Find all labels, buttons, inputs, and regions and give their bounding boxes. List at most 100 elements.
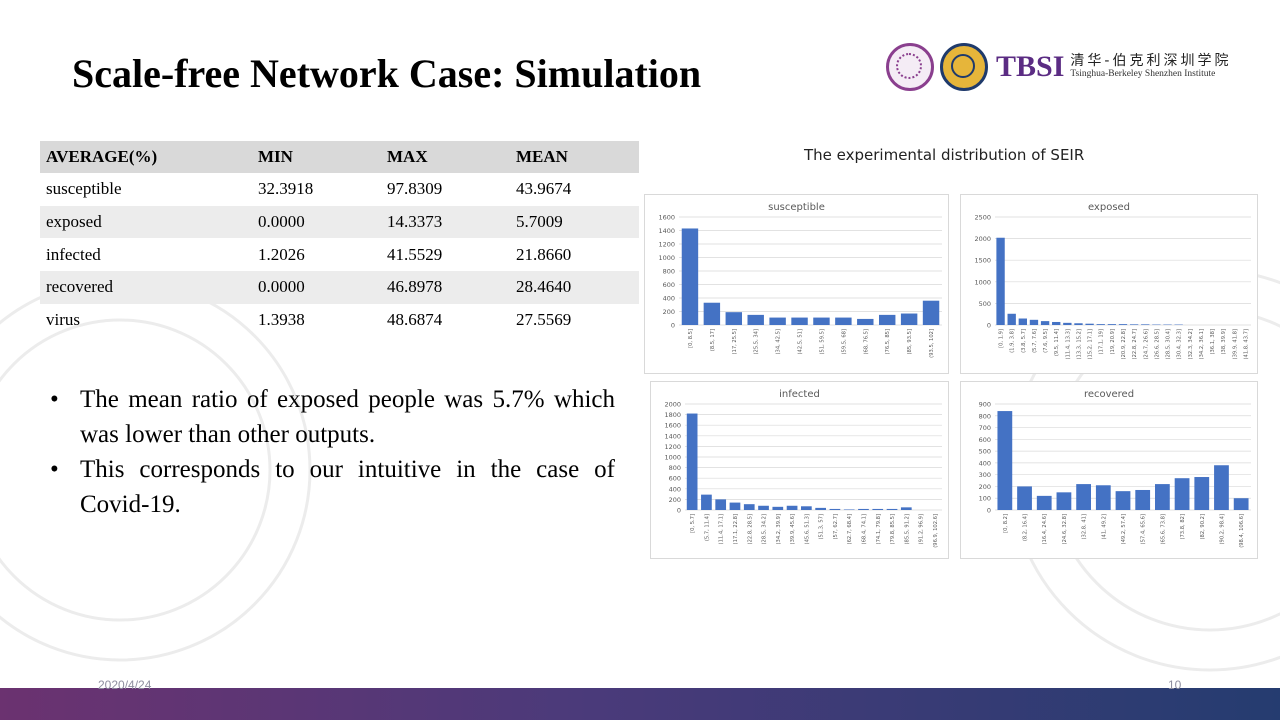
table-header-cell: MAX xyxy=(381,141,510,173)
y-tick-label: 2000 xyxy=(974,235,991,243)
x-tick-label: (19, 20.9] xyxy=(1110,329,1116,355)
table-cell: exposed xyxy=(40,205,252,239)
x-tick-label: (32.3, 34.2] xyxy=(1188,329,1194,359)
bar xyxy=(886,508,898,510)
bar xyxy=(772,506,784,510)
x-tick-label: (20.9, 22.8] xyxy=(1121,329,1127,359)
list-item: • This corresponds to our intuitive in t… xyxy=(50,452,615,522)
x-tick-label: (76.5, 85] xyxy=(885,329,891,355)
y-tick-label: 0 xyxy=(987,507,991,515)
table-cell: susceptible xyxy=(46,179,122,199)
bar xyxy=(791,317,808,325)
bar xyxy=(1007,313,1016,325)
table-cell: 27.5569 xyxy=(516,310,572,330)
bar xyxy=(1141,324,1150,325)
y-tick-label: 1000 xyxy=(664,454,681,462)
bar xyxy=(922,300,940,325)
x-tick-label: (1.9, 3.8] xyxy=(1010,329,1016,353)
x-tick-label: (85.5, 91.2] xyxy=(904,514,910,544)
bar xyxy=(758,505,769,510)
bar xyxy=(1214,465,1229,510)
bar xyxy=(813,317,830,325)
x-tick-label: [0, 1.9] xyxy=(999,329,1005,348)
x-tick-label: (11.4, 13.3] xyxy=(1065,329,1071,359)
bar xyxy=(1063,322,1072,325)
x-tick-label: (91.2, 96.9] xyxy=(919,514,925,544)
x-tick-label: (8.5, 17] xyxy=(710,329,716,351)
x-tick-label: (73.8, 82] xyxy=(1180,514,1186,540)
table-cell: recovered xyxy=(40,271,252,304)
bar xyxy=(1040,321,1050,325)
x-tick-label: (24.7, 26.6] xyxy=(1143,329,1149,359)
bar xyxy=(1036,495,1052,510)
table-row: infected 1.2026 41.5529 21.8660 xyxy=(40,238,639,271)
tsinghua-seal-icon xyxy=(886,43,934,91)
bar xyxy=(1233,498,1249,510)
table-cell: 46.8978 xyxy=(381,271,510,304)
x-tick-label: (42.5, 51] xyxy=(798,329,804,355)
x-tick-label: (93.5, 102] xyxy=(929,329,935,358)
bar xyxy=(1029,319,1039,325)
bar xyxy=(996,237,1005,325)
table-cell: 43.9674 xyxy=(516,179,572,199)
x-tick-label: (68, 76.5] xyxy=(863,329,869,355)
bar xyxy=(743,504,755,510)
y-tick-label: 800 xyxy=(669,464,681,472)
table-cell: 0.0000 xyxy=(252,271,381,304)
histogram-recovered: recovered 0 100 200 300 400 500 600 700 800 900 [0,… xyxy=(979,389,1251,548)
x-tick-label: (11.4, 17.1] xyxy=(719,514,725,544)
table-cell: virus xyxy=(46,310,80,330)
x-tick-label: (25.5, 34] xyxy=(754,329,760,355)
y-tick-label: 200 xyxy=(669,496,681,504)
chart-title: recovered xyxy=(1084,389,1134,400)
x-tick-label: (38, 39.9] xyxy=(1221,329,1227,355)
bullet-list: • The mean ratio of exposed people was 5… xyxy=(50,382,615,522)
page-number: 10 xyxy=(1168,678,1182,692)
x-tick-label: (24.6, 32.8] xyxy=(1062,514,1068,544)
bar xyxy=(878,314,896,325)
x-tick-label: (41.8, 43.7] xyxy=(1243,329,1249,359)
x-tick-label: (49.2, 57.4] xyxy=(1121,514,1127,544)
y-tick-label: 600 xyxy=(669,475,681,483)
x-tick-label: (57.4, 65.6] xyxy=(1141,514,1147,544)
x-tick-label: (30.4, 32.3] xyxy=(1177,329,1183,359)
x-tick-label: (90.2, 98.4] xyxy=(1219,514,1225,544)
y-tick-label: 300 xyxy=(979,471,991,479)
x-tick-label: (96.9, 102.6] xyxy=(933,514,939,548)
bullet-text: This corresponds to our intuitive in the… xyxy=(80,456,615,518)
tbsi-logo: TBSI 清华-伯克利深圳学院 Tsinghua-Berkeley Shenzh… xyxy=(886,43,1231,91)
bar xyxy=(701,494,712,510)
berkeley-seal-icon xyxy=(940,43,988,91)
y-tick-label: 900 xyxy=(979,401,991,409)
bar xyxy=(703,302,721,325)
x-tick-label: (62.7, 68.4] xyxy=(847,514,853,544)
x-tick-label: (28.5, 34.2] xyxy=(762,514,768,544)
x-tick-label: (82, 90.2] xyxy=(1200,514,1206,540)
x-tick-label: (7.6, 9.5] xyxy=(1043,329,1049,353)
bar xyxy=(857,318,874,325)
table-cell: 14.3373 xyxy=(381,205,510,239)
chart-title: exposed xyxy=(1088,202,1130,213)
bar xyxy=(686,413,698,510)
table-cell: 41.5529 xyxy=(387,244,443,264)
x-tick-label: (36.1, 38] xyxy=(1210,329,1216,355)
y-tick-label: 100 xyxy=(979,495,991,503)
x-tick-label: (34, 42.5] xyxy=(776,329,782,355)
x-tick-label: (22.8, 28.5] xyxy=(747,514,753,544)
chart-title: susceptible xyxy=(768,202,825,213)
bar xyxy=(1095,485,1111,510)
table-row: virus 1.3938 48.6874 27.5569 xyxy=(40,304,639,337)
bar xyxy=(1076,484,1091,510)
y-tick-label: 600 xyxy=(979,436,991,444)
y-tick-label: 1600 xyxy=(658,214,675,222)
bar xyxy=(1155,484,1170,510)
y-tick-label: 1000 xyxy=(974,278,991,286)
slide-title: Scale-free Network Case: Simulation xyxy=(72,51,702,96)
logo-english-name: Tsinghua-Berkeley Shenzhen Institute xyxy=(1070,69,1216,80)
bar xyxy=(801,506,812,510)
y-tick-label: 500 xyxy=(979,300,991,308)
bar xyxy=(1135,489,1151,510)
x-tick-label: (9.5, 11.4] xyxy=(1054,329,1060,356)
bar xyxy=(835,317,852,325)
y-tick-label: 200 xyxy=(979,483,991,491)
